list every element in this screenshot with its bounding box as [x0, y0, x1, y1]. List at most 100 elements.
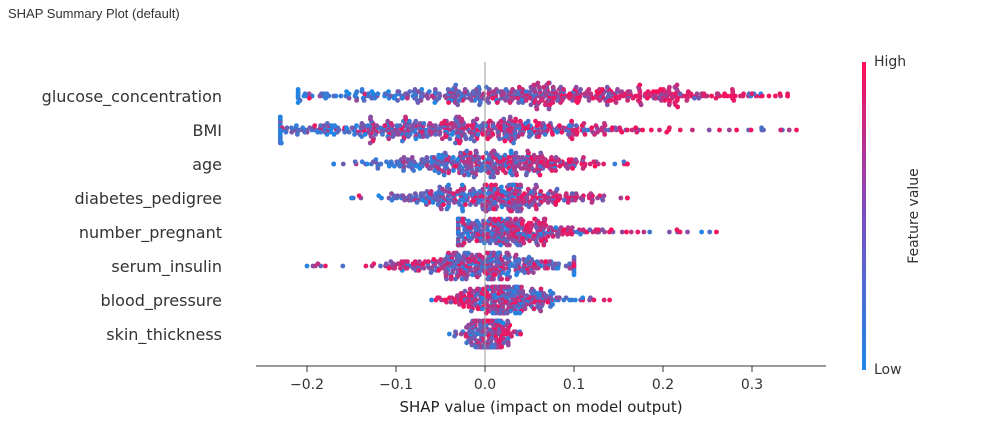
- shap-dot: [542, 132, 548, 137]
- shap-dot: [415, 100, 421, 105]
- shap-dot: [349, 125, 355, 131]
- shap-dot: [386, 163, 392, 169]
- shap-dot: [571, 263, 577, 269]
- shap-dot: [346, 95, 352, 101]
- shap-dot: [466, 322, 471, 328]
- shap-dot: [319, 91, 324, 97]
- shap-dot: [474, 238, 480, 244]
- shap-dot: [553, 155, 559, 160]
- shap-dot: [543, 259, 549, 264]
- shap-dot: [447, 331, 452, 337]
- shap-dot: [586, 193, 592, 199]
- shap-dot: [546, 191, 551, 197]
- shap-dot: [491, 216, 497, 222]
- shap-dot: [408, 193, 413, 199]
- shap-dot: [666, 102, 672, 108]
- shap-dot: [567, 261, 572, 267]
- shap-dot: [734, 127, 739, 133]
- shap-dot: [499, 231, 505, 237]
- shap-dot: [455, 157, 461, 163]
- shap-dot: [402, 197, 408, 203]
- shap-dot: [777, 91, 783, 97]
- shap-dot: [466, 172, 472, 178]
- shap-dot: [487, 240, 493, 246]
- shap-dot: [541, 216, 547, 222]
- shap-dot: [548, 304, 553, 309]
- shap-dot: [424, 134, 430, 140]
- x-tick-label: 0.1: [563, 377, 585, 393]
- shap-dot: [432, 87, 438, 92]
- shap-dot: [644, 95, 650, 101]
- shap-dot: [498, 242, 503, 248]
- shap-dot: [578, 87, 583, 92]
- shap-dot: [398, 157, 404, 163]
- shap-dot: [323, 263, 328, 269]
- shap-dot: [555, 98, 560, 103]
- shap-dot: [331, 93, 337, 99]
- shap-dot: [560, 231, 565, 237]
- shap-dot: [295, 100, 301, 105]
- shap-dot: [573, 123, 579, 128]
- shap-dot: [477, 189, 483, 194]
- shap-dot: [453, 140, 458, 146]
- shap-dot: [648, 127, 654, 133]
- shap-dot: [435, 295, 440, 301]
- shap-dot: [569, 225, 575, 231]
- shap-dot: [481, 318, 487, 324]
- shap-dot: [315, 129, 321, 135]
- shap-dot: [312, 123, 318, 128]
- shap-dot: [403, 114, 408, 120]
- shap-dot: [422, 259, 428, 264]
- shap-dot: [749, 91, 755, 97]
- shap-dot: [612, 161, 618, 167]
- shap-dot: [344, 89, 349, 94]
- shap-dot: [706, 127, 712, 133]
- shap-dot: [471, 174, 477, 180]
- shap-dot: [490, 95, 496, 101]
- shap-dot: [412, 259, 418, 264]
- shap-dot: [426, 89, 432, 94]
- shap-dot: [741, 91, 746, 97]
- shap-dot: [571, 254, 577, 260]
- shap-dot: [470, 272, 475, 278]
- shap-dot: [550, 132, 555, 137]
- shap-dot: [493, 240, 499, 246]
- shap-dot: [443, 270, 449, 275]
- colorbar-low-label: Low: [874, 362, 902, 378]
- shap-dot: [546, 123, 552, 128]
- shap-dot: [467, 286, 473, 292]
- shap-dot: [458, 150, 463, 156]
- shap-dot: [694, 91, 700, 97]
- shap-dot: [413, 118, 419, 124]
- shap-dot: [451, 191, 456, 197]
- shap-dot: [543, 293, 549, 298]
- shap-dot: [386, 265, 392, 271]
- x-tick-label: 0.0: [474, 377, 496, 393]
- shap-dot: [578, 195, 584, 201]
- shap-dot: [537, 220, 542, 226]
- shap-dot: [386, 89, 391, 94]
- shap-dot: [458, 291, 464, 296]
- shap-dot: [364, 161, 370, 167]
- shap-dot: [297, 127, 302, 133]
- shap-dot: [524, 293, 530, 298]
- shap-dot: [709, 93, 714, 99]
- shap-dot: [462, 87, 468, 92]
- shap-dot: [507, 242, 512, 248]
- shap-dot: [490, 310, 496, 316]
- shap-dot: [517, 84, 522, 90]
- shap-dot: [692, 95, 697, 101]
- shap-dot: [520, 218, 526, 224]
- shap-dot: [501, 189, 506, 194]
- colorbar-title: Feature value: [906, 168, 922, 264]
- shap-dot: [501, 340, 507, 346]
- shap-dot: [512, 136, 518, 142]
- shap-dot: [437, 91, 442, 97]
- shap-dot: [344, 125, 349, 131]
- shap-dot: [541, 84, 547, 90]
- shap-dot: [609, 125, 615, 131]
- shap-dot: [485, 318, 491, 324]
- shap-dot: [433, 132, 438, 137]
- shap-dot: [455, 293, 460, 298]
